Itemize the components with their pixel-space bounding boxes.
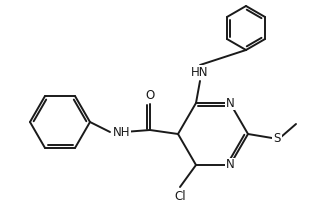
Text: N: N: [226, 96, 234, 110]
Text: N: N: [226, 158, 234, 172]
Text: Cl: Cl: [174, 191, 186, 203]
Text: NH: NH: [113, 127, 131, 139]
Text: S: S: [273, 131, 281, 145]
Text: O: O: [145, 88, 155, 101]
Text: HN: HN: [191, 65, 209, 78]
